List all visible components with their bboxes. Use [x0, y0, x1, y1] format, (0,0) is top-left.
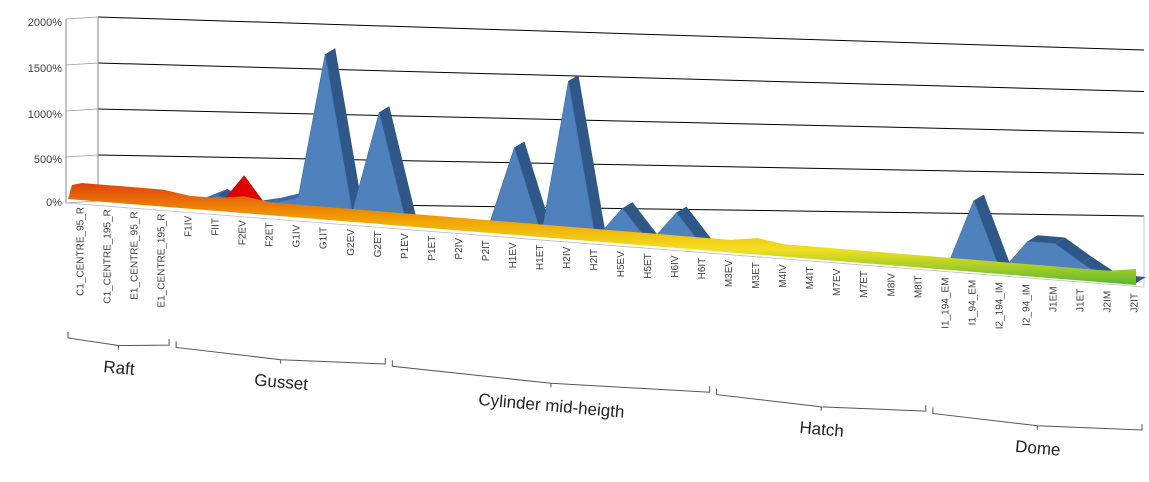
x-tick-label: C1_CENTRE_195_R: [103, 209, 114, 304]
group-label: Dome: [1014, 437, 1061, 460]
series-blue-side: [676, 206, 714, 248]
x-tick-label: H6IT: [697, 258, 708, 280]
gridline-side: [65, 62, 99, 66]
x-tick-label: J2IM: [1102, 291, 1113, 313]
x-tick-label: H1ET: [535, 244, 546, 270]
series-blue-side: [973, 194, 1011, 272]
plot-area: [68, 48, 1146, 285]
x-axis-ticks: C1_CENTRE_95_R C1_CENTRE_195_R E1_CENTRE_9…: [76, 207, 1141, 329]
group-label: Hatch: [799, 418, 845, 441]
x-tick-label: M7ET: [859, 271, 870, 298]
x-tick-label: FIIT: [211, 218, 222, 236]
x-tick-label: G2ET: [373, 231, 384, 257]
group-label: Cylinder mid-heigth: [478, 390, 626, 422]
category-groups: Raft Gusset Cylinder mid-heigth Hatch Dome: [67, 332, 1143, 460]
floor-front-edge: [65, 202, 1145, 288]
group-bracket: [932, 407, 1143, 431]
gridline-side: [65, 200, 99, 204]
gridline: [97, 154, 1145, 175]
group-label: Raft: [103, 357, 136, 379]
x-tick-label: J1ET: [1075, 289, 1086, 312]
x-tick-label: E1_CENTRE_195_R: [157, 214, 168, 308]
gridlines: [65, 16, 1145, 288]
x-tick-label: M8IV: [886, 273, 897, 297]
gridline: [97, 62, 1145, 92]
group-label: Gusset: [254, 370, 310, 394]
x-tick-label: G2EV: [346, 229, 357, 256]
x-tick-label: F2ET: [265, 222, 276, 246]
x-tick-label: E1_CENTRE_95_R: [130, 211, 141, 299]
x-tick-label: G1IT: [319, 227, 330, 249]
x-tick-label: I1_94_EM: [967, 280, 978, 326]
x-tick-label: M7EV: [832, 268, 843, 296]
y-tick-label: 2000%: [28, 17, 62, 29]
series-blue-side: [568, 74, 606, 239]
x-tick-label: M8IT: [913, 275, 924, 298]
y-tick-label: 1500%: [28, 63, 62, 75]
x-tick-label: P2IV: [454, 238, 465, 260]
x-tick-label: H2IT: [589, 249, 600, 271]
x-tick-label: J2IT: [1130, 293, 1141, 312]
series-blue-area: [81, 54, 1137, 284]
series-blue-side: [379, 106, 417, 224]
x-tick-label: J1EM: [1048, 286, 1059, 312]
x-tick-label: M3ET: [751, 262, 762, 289]
series-surface-band: [68, 183, 1136, 285]
x-tick-label: C1_CENTRE_95_R: [76, 207, 87, 296]
y-tick-label: 0%: [46, 197, 62, 209]
y-axis-ticks: 2000% 1500% 1000% 500% 0%: [28, 17, 62, 209]
x-tick-label: I1_194_EM: [940, 278, 951, 329]
gridline: [97, 16, 1145, 51]
x-tick-label: G1IV: [292, 224, 303, 247]
x-tick-label: P1EV: [400, 233, 411, 259]
y-tick-label: 500%: [34, 154, 62, 166]
group-bracket: [67, 332, 170, 347]
x-tick-label: H1EV: [508, 242, 519, 268]
x-tick-label: H5ET: [643, 253, 654, 279]
group-bracket: [391, 360, 711, 393]
y-tick-label: 1000%: [28, 109, 62, 121]
gridline-side: [65, 108, 99, 112]
x-tick-label: H2IV: [562, 246, 573, 269]
x-tick-label: P1ET: [427, 236, 438, 261]
series-blue-side: [622, 202, 660, 244]
series-blue-side: [1027, 235, 1065, 244]
series-blue-side: [514, 141, 552, 235]
group-bracket: [716, 388, 927, 412]
x-tick-label: I2_94_IM: [1021, 284, 1032, 326]
x-tick-label: I2_194_IM: [994, 282, 1005, 329]
series-blue-side: [1054, 237, 1092, 264]
series-blue-side: [325, 48, 363, 213]
x-tick-label: M4IV: [778, 264, 789, 288]
x-tick-label: F1IV: [184, 215, 195, 236]
x-tick-label: H6IV: [670, 255, 681, 278]
x-tick-label: M3EV: [724, 260, 735, 288]
x-tick-label: H5EV: [616, 251, 627, 277]
x-tick-label: P2IT: [481, 240, 492, 261]
x-tick-label: M4IT: [805, 267, 816, 290]
gridline: [97, 108, 1145, 134]
gridline-side: [65, 16, 99, 20]
group-bracket: [175, 341, 386, 365]
x-tick-label: F2EV: [238, 220, 249, 245]
gridline-side: [65, 154, 99, 158]
